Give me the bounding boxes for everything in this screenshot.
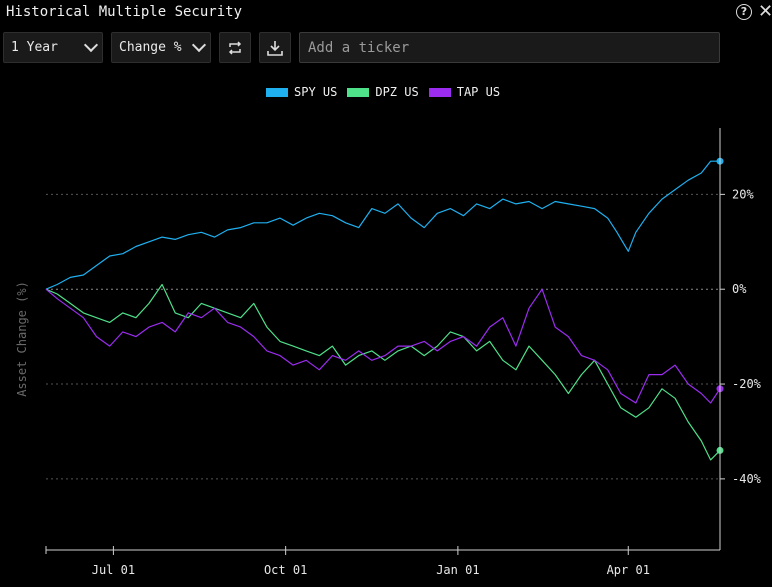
close-icon[interactable]: ✕	[758, 1, 772, 22]
legend-swatch	[266, 87, 288, 97]
help-icon[interactable]: ?	[736, 4, 752, 20]
x-tick-label: Oct 01	[264, 563, 307, 577]
y-tick-label: -40%	[732, 472, 762, 486]
grid-layer	[46, 193, 720, 480]
legend-item[interactable]: TAP US	[428, 85, 501, 99]
download-icon	[267, 40, 283, 56]
window-controls: ? ✕	[736, 3, 772, 21]
period-select-value: 1 Year	[11, 40, 58, 55]
x-tick-label: Jan 01	[436, 563, 479, 577]
mode-select[interactable]: Change %	[111, 32, 211, 63]
series-line	[45, 160, 720, 290]
window-title: Historical Multiple Security	[6, 4, 243, 20]
legend-item[interactable]: SPY US	[266, 85, 337, 99]
legend-swatch	[347, 87, 370, 97]
legend-label: TAP US	[456, 85, 501, 99]
y-axis-label: Asset Change (%)	[15, 281, 29, 397]
toolbar: 1 Year Change %	[3, 32, 720, 63]
legend-label: DPZ US	[375, 85, 419, 99]
series-line	[45, 288, 721, 404]
series-line	[45, 283, 721, 461]
swap-button[interactable]	[219, 32, 251, 63]
mode-select-value: Change %	[119, 40, 182, 55]
series-layer	[45, 157, 724, 461]
legend-label: SPY US	[294, 85, 338, 99]
x-tick-label: Jul 01	[92, 563, 135, 577]
ticker-input[interactable]	[299, 32, 720, 63]
legend-item[interactable]: DPZ US	[347, 85, 419, 99]
y-tick-label: 20%	[732, 187, 754, 201]
axis-layer: 20% 0% -20% -40% Asset Change (%) Jul 01 Oct 0…	[15, 128, 762, 577]
x-tick-label: Apr 01	[607, 563, 650, 577]
y-tick-label: -20%	[732, 377, 762, 391]
period-select[interactable]: 1 Year	[3, 32, 103, 63]
repeat-icon	[228, 40, 242, 55]
download-button[interactable]	[259, 32, 291, 63]
y-tick-label: 0%	[732, 282, 747, 296]
chart-legend: SPY US DPZ US TAP US	[266, 85, 500, 99]
legend-swatch	[428, 87, 451, 97]
